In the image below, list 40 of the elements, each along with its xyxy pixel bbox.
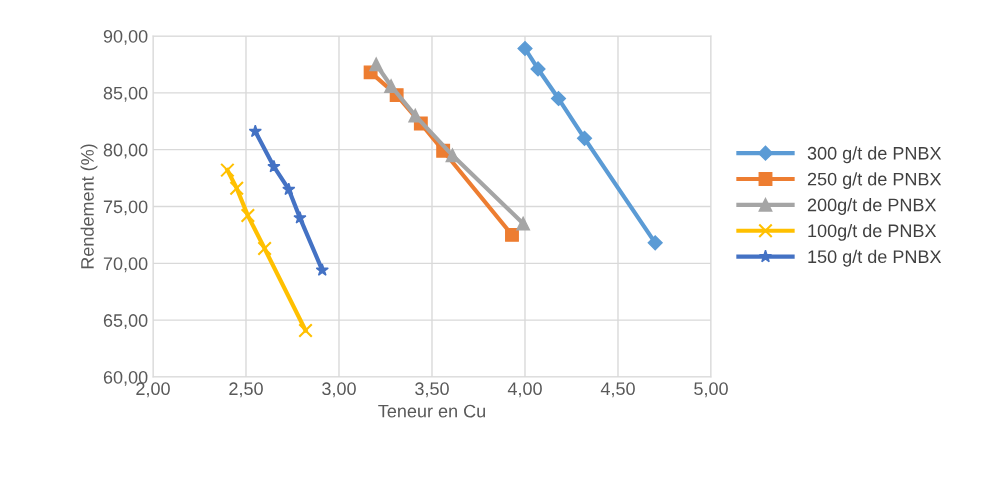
point — [298, 323, 313, 338]
point — [220, 162, 235, 178]
legend-label: 100g/t de PNBX — [808, 223, 937, 241]
point — [516, 216, 531, 231]
y-tick-label: 70,00 — [103, 257, 148, 273]
legend-label: 300 g/t de PNBX — [807, 146, 942, 164]
point — [248, 124, 262, 138]
point — [240, 208, 256, 223]
point — [517, 40, 533, 57]
point — [229, 181, 244, 196]
point — [505, 227, 519, 242]
x-tick-label: 4,00 — [507, 382, 542, 398]
point — [408, 108, 423, 123]
point — [550, 90, 567, 107]
point — [369, 57, 384, 72]
point — [293, 210, 307, 224]
y-tick-label: 85,00 — [103, 86, 148, 102]
point — [530, 61, 546, 77]
point — [576, 130, 593, 146]
x-tick-label: 2,50 — [229, 382, 263, 398]
point — [267, 159, 281, 173]
x-tick-label: 4,50 — [600, 382, 635, 398]
x-tick-label: 5,00 — [694, 382, 728, 398]
legend-label: 250 g/t de PNBX — [807, 172, 942, 190]
point — [647, 235, 663, 251]
y-tick-label: 65,00 — [103, 314, 148, 330]
x-tick-label: 3,00 — [322, 382, 356, 398]
x-tick-label: 3,50 — [415, 382, 449, 398]
point — [257, 241, 272, 256]
legend-label: 200g/t de PNBX — [807, 198, 937, 215]
y-axis-title: Rendement (%) — [80, 144, 98, 269]
y-tick-label: 80,00 — [103, 143, 148, 159]
legend-label: 150 g/t de PNBX — [808, 249, 942, 267]
point — [315, 263, 329, 276]
point — [445, 148, 460, 163]
x-axis-title: Teneur en Cu — [378, 404, 485, 418]
point — [282, 182, 296, 196]
point — [384, 79, 399, 93]
y-tick-label: 75,00 — [103, 200, 148, 216]
y-tick-label: 90,00 — [103, 29, 148, 45]
